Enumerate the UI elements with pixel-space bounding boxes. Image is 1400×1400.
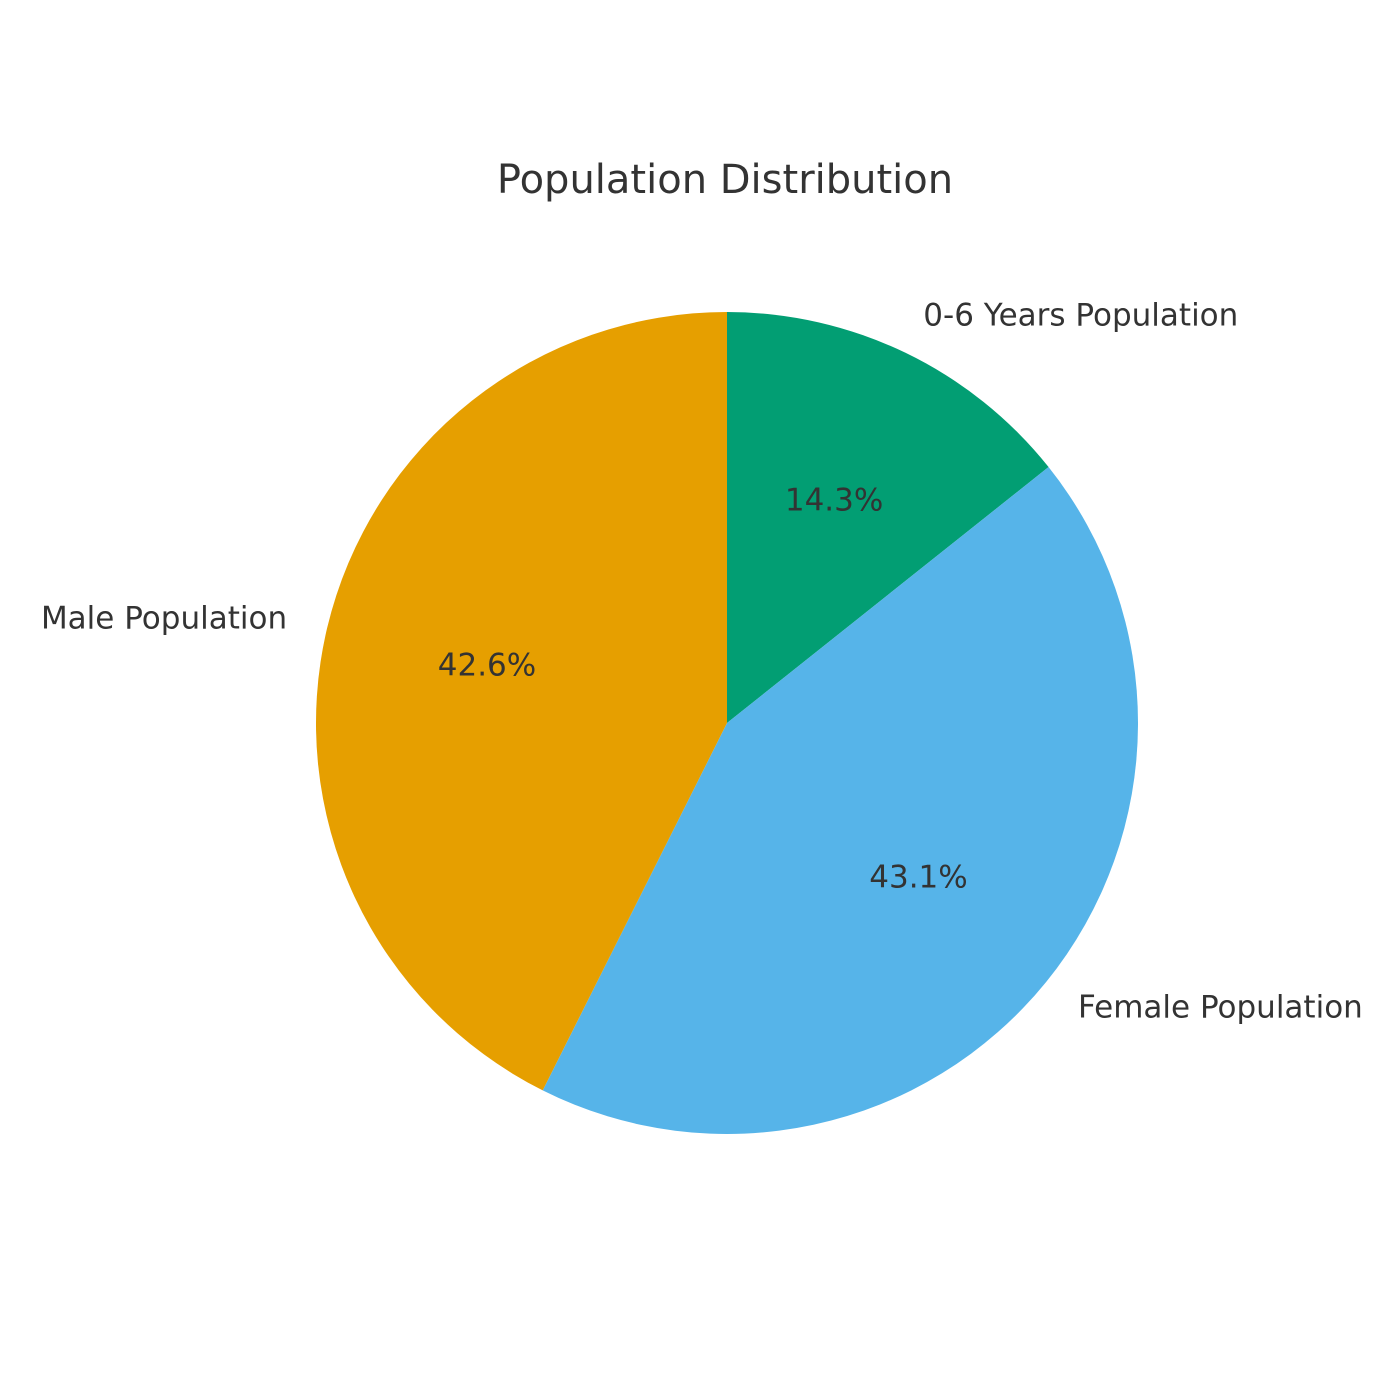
slice-label-1: Female Population bbox=[1078, 989, 1363, 1026]
chart-title: Population Distribution bbox=[496, 157, 954, 203]
slice-percent-2: 42.6% bbox=[437, 647, 537, 684]
slice-percent-0: 14.3% bbox=[784, 482, 884, 519]
pie-slice-0 bbox=[727, 312, 1049, 723]
slice-label-2: Male Population bbox=[40, 600, 288, 637]
slice-percent-1: 43.1% bbox=[869, 859, 968, 896]
pie-slice-1 bbox=[542, 467, 1139, 1135]
pie-slice-2 bbox=[315, 312, 727, 1091]
slice-label-0: 0-6 Years Population bbox=[923, 297, 1239, 334]
